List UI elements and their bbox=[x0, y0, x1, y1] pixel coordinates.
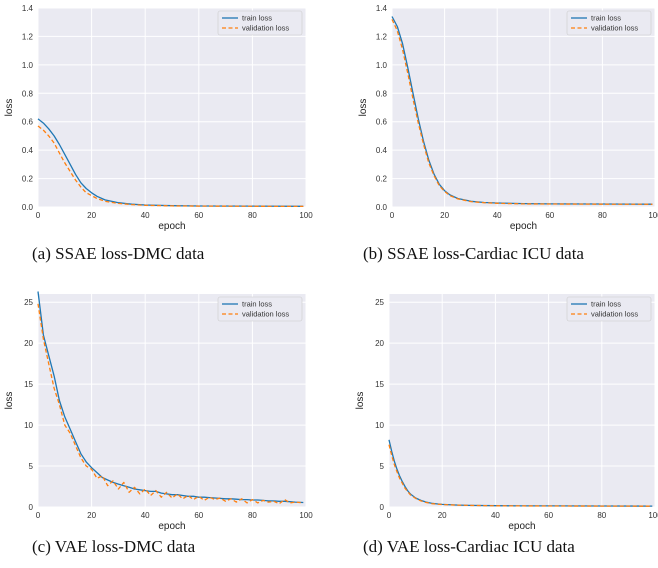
chart-caption: (c) VAE loss-DMC data bbox=[32, 537, 196, 556]
y-tick-label: 1.4 bbox=[22, 4, 34, 13]
x-tick-label: 20 bbox=[87, 511, 96, 520]
legend-label: validation loss bbox=[591, 24, 638, 33]
y-tick-label: 0.2 bbox=[376, 175, 388, 184]
legend-box bbox=[217, 296, 303, 322]
legend-label: train loss bbox=[242, 14, 272, 23]
x-tick-label: 100 bbox=[299, 511, 313, 520]
y-tick-label: 0.6 bbox=[376, 118, 388, 127]
legend-label: validation loss bbox=[242, 24, 289, 33]
chart-vae-cardiac: 0 20 40 60 80 100 0 5 10 15 20 25 epoch loss train los… bbox=[355, 294, 658, 532]
chart-ssae-cardiac: 0 20 40 60 80 100 0.0 0.2 0.4 0.6 0.8 1.0 1.2 1.4 epoc… bbox=[358, 4, 658, 232]
y-axis-label: loss bbox=[355, 392, 366, 410]
x-tick-label: 80 bbox=[598, 211, 607, 220]
y-tick-label: 0.4 bbox=[376, 146, 388, 155]
legend-box bbox=[566, 296, 652, 322]
x-tick-label: 80 bbox=[597, 511, 606, 520]
y-tick-label: 0 bbox=[380, 503, 385, 512]
y-tick-label: 5 bbox=[29, 462, 34, 471]
y-tick-label: 10 bbox=[24, 421, 33, 430]
legend-label: validation loss bbox=[242, 310, 289, 319]
legend-label: train loss bbox=[591, 14, 621, 23]
x-tick-label: 20 bbox=[87, 211, 96, 220]
y-axis-label: loss bbox=[4, 99, 15, 117]
x-tick-label: 20 bbox=[440, 211, 449, 220]
y-tick-label: 1.2 bbox=[22, 32, 34, 41]
y-tick-label: 0.8 bbox=[22, 89, 34, 98]
x-axis-label: epoch bbox=[158, 221, 185, 232]
legend-box bbox=[217, 10, 303, 36]
chart-caption: (a) SSAE loss-DMC data bbox=[32, 244, 205, 263]
x-tick-label: 40 bbox=[141, 211, 150, 220]
x-tick-label: 100 bbox=[648, 211, 658, 220]
x-axis-label: epoch bbox=[508, 521, 535, 532]
y-tick-label: 15 bbox=[375, 380, 384, 389]
x-tick-label: 60 bbox=[194, 211, 203, 220]
y-tick-label: 0.6 bbox=[22, 118, 34, 127]
legend-label: validation loss bbox=[591, 310, 638, 319]
chart-caption: (b) SSAE loss-Cardiac ICU data bbox=[363, 244, 584, 263]
x-tick-label: 40 bbox=[141, 511, 150, 520]
series-line-validation bbox=[37, 303, 304, 505]
series-line-validation bbox=[391, 19, 653, 205]
y-tick-label: 20 bbox=[24, 339, 33, 348]
y-tick-label: 1.0 bbox=[376, 61, 388, 70]
chart-panel-d: 0 20 40 60 80 100 0 5 10 15 20 25 epoch loss train los… bbox=[329, 284, 658, 568]
x-tick-label: 60 bbox=[194, 511, 203, 520]
x-axis-label: epoch bbox=[158, 521, 185, 532]
y-tick-label: 1.2 bbox=[376, 32, 388, 41]
plot-area bbox=[389, 294, 655, 507]
x-tick-label: 80 bbox=[248, 511, 257, 520]
y-tick-label: 0 bbox=[29, 503, 34, 512]
series-line-train bbox=[391, 16, 653, 205]
x-tick-label: 100 bbox=[299, 211, 313, 220]
chart-panel-b: 0 20 40 60 80 100 0.0 0.2 0.4 0.6 0.8 1.0 1.2 1.4 epoc… bbox=[329, 0, 658, 284]
x-tick-label: 0 bbox=[387, 511, 392, 520]
x-tick-label: 40 bbox=[493, 211, 502, 220]
x-tick-label: 0 bbox=[390, 211, 395, 220]
x-axis-label: epoch bbox=[510, 221, 537, 232]
y-axis-label: loss bbox=[4, 392, 15, 410]
legend-box bbox=[566, 10, 652, 36]
plot-area bbox=[38, 294, 306, 507]
y-tick-label: 1.0 bbox=[22, 61, 34, 70]
x-tick-label: 100 bbox=[648, 511, 658, 520]
y-tick-label: 0.4 bbox=[22, 146, 34, 155]
x-tick-label: 20 bbox=[438, 511, 447, 520]
x-tick-label: 40 bbox=[491, 511, 500, 520]
chart-caption: (d) VAE loss-Cardiac ICU data bbox=[363, 537, 575, 556]
chart-ssae-dmc: 0 20 40 60 80 100 0.0 0.2 0.4 0.6 0.8 1.0 1.2 1.4 epoc… bbox=[4, 4, 313, 232]
y-axis-label: loss bbox=[358, 99, 369, 117]
plot-area bbox=[38, 8, 306, 207]
plot-area bbox=[392, 8, 655, 207]
series-line-validation bbox=[37, 125, 304, 208]
x-tick-label: 60 bbox=[545, 211, 554, 220]
chart-vae-dmc: 0 20 40 60 80 100 0 5 10 15 20 25 epoch loss train los… bbox=[4, 291, 313, 532]
y-tick-label: 0.0 bbox=[22, 203, 34, 212]
x-tick-label: 0 bbox=[36, 211, 41, 220]
y-tick-label: 10 bbox=[375, 421, 384, 430]
legend-label: train loss bbox=[591, 300, 621, 309]
x-tick-label: 60 bbox=[544, 511, 553, 520]
y-tick-label: 25 bbox=[24, 298, 33, 307]
chart-panel-c: 0 20 40 60 80 100 0 5 10 15 20 25 epoch loss train los… bbox=[0, 284, 329, 568]
y-tick-label: 15 bbox=[24, 380, 33, 389]
x-tick-label: 80 bbox=[248, 211, 257, 220]
x-tick-label: 0 bbox=[36, 511, 41, 520]
legend-label: train loss bbox=[242, 300, 272, 309]
series-line-train bbox=[388, 439, 653, 507]
y-tick-label: 0.8 bbox=[376, 89, 388, 98]
y-tick-label: 0.2 bbox=[22, 175, 34, 184]
y-tick-label: 25 bbox=[375, 298, 384, 307]
chart-panel-a: 0 20 40 60 80 100 0.0 0.2 0.4 0.6 0.8 1.0 1.2 1.4 epoc… bbox=[0, 0, 329, 284]
y-tick-label: 20 bbox=[375, 339, 384, 348]
y-tick-label: 5 bbox=[380, 462, 385, 471]
y-tick-label: 1.4 bbox=[376, 4, 388, 13]
y-tick-label: 0.0 bbox=[376, 203, 388, 212]
